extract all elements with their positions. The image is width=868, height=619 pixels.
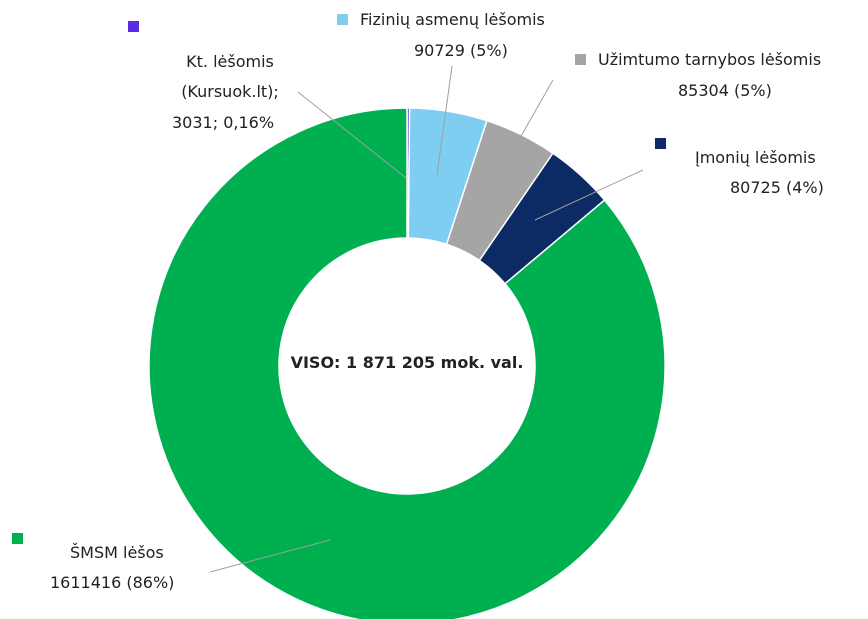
leader-line [297,91,407,179]
center-label: VISO: 1 871 205 mok. val. [290,353,524,372]
leader-line [209,539,331,573]
slices [148,107,666,619]
category-label: ŠMSM lėšos [70,543,164,562]
slice [148,107,666,619]
category-label: Kt. lėšomis (Kursuok.lt); [181,52,279,101]
legend-marker [575,54,586,65]
value-label: 3031; 0,16% [172,113,275,132]
value-label: 90729 (5%) [414,41,508,60]
legend-marker [128,21,139,32]
legend-marker [12,533,23,544]
category-label: Įmonių lėšomis [695,148,816,167]
leader-line [534,169,644,221]
legend-marker [337,14,348,25]
value-label: 80725 (4%) [730,178,824,197]
category-label: Fizinių asmenų lėšomis [360,10,545,29]
leader-line [436,65,453,176]
legend-marker [655,138,666,149]
value-label: 85304 (5%) [678,81,772,100]
category-label: Užimtumo tarnybos lėšomis [598,50,822,69]
value-label: 1611416 (86%) [50,573,175,592]
leader-lines [209,65,644,573]
leader-line [519,79,554,139]
